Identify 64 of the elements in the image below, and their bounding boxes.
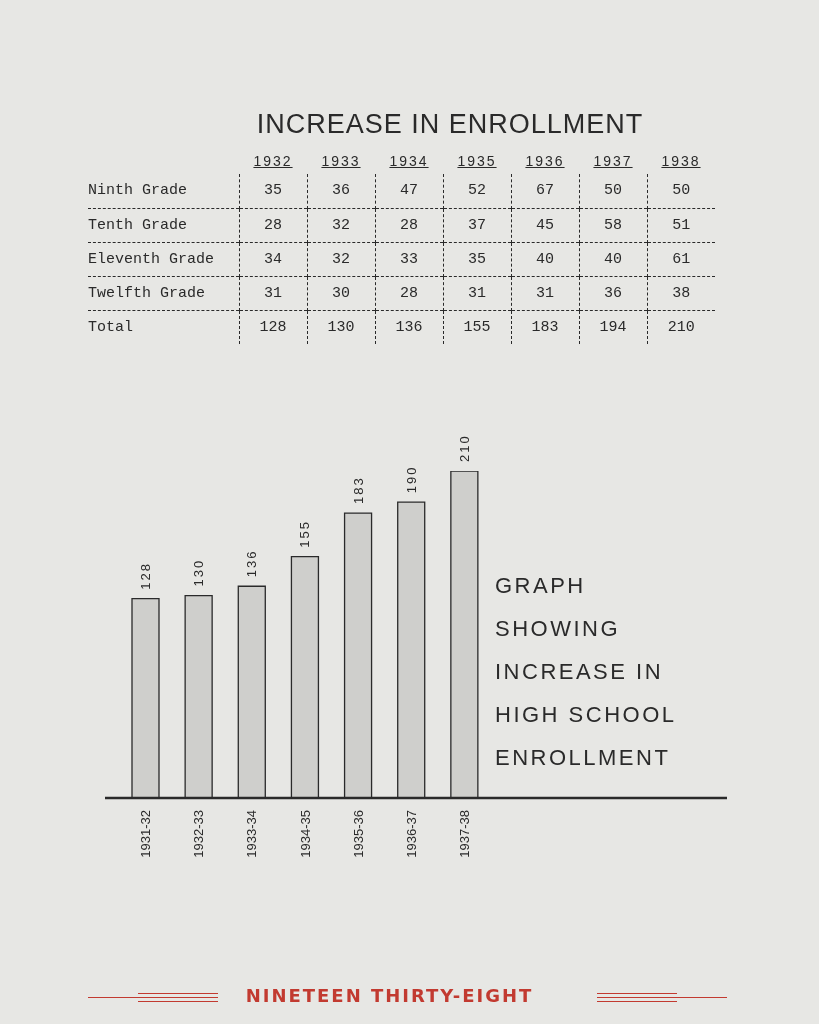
x-tick-label: 1937 <box>593 153 633 169</box>
data-label: 47 <box>375 174 443 208</box>
data-label: 210 <box>456 434 472 462</box>
data-label: 130 <box>307 310 375 344</box>
data-label: 31 <box>443 276 511 310</box>
data-label: 28 <box>375 276 443 310</box>
data-label: 50 <box>647 174 715 208</box>
data-label: 37 <box>443 208 511 242</box>
data-label: 190 <box>403 465 419 494</box>
x-tick-label: 1933-34 <box>244 810 260 858</box>
data-label: 183 <box>350 476 366 505</box>
data-label: 32 <box>307 208 375 242</box>
data-label: 34 <box>239 242 307 276</box>
y-tick-label: Tenth Grade <box>88 216 188 234</box>
data-label: 128 <box>138 561 153 590</box>
data-label: 32 <box>307 242 375 276</box>
data-label: 194 <box>579 310 647 344</box>
text: GRAPH SHOWING INCREASE IN HIGH SCHOOL ENROLLMENT <box>495 573 676 770</box>
data-label: 45 <box>511 208 579 242</box>
data-label: 130 <box>191 558 207 587</box>
x-tick-label: 1936-37 <box>403 810 419 858</box>
data-label: 28 <box>375 208 443 242</box>
data-label: 31 <box>511 276 579 310</box>
y-tick-label: Ninth Grade <box>88 182 188 200</box>
x-tick-label: 1937-38 <box>456 810 472 858</box>
data-label: 40 <box>579 242 647 276</box>
data-label: 36 <box>579 276 647 310</box>
data-label: 31 <box>239 276 307 310</box>
x-tick-label: 1935 <box>457 153 497 169</box>
x-tick-label: 1933 <box>321 153 361 169</box>
data-label: 136 <box>244 549 260 578</box>
x-tick-label: 1938 <box>661 153 701 169</box>
x-tick-label: 1934 <box>389 153 429 169</box>
text: NINETEEN THIRTY-EIGHT <box>245 985 534 1006</box>
data-label: 35 <box>239 174 307 208</box>
data-label: 61 <box>647 242 715 276</box>
data-label: 51 <box>647 208 715 242</box>
data-label: 155 <box>297 519 313 548</box>
data-label: 210 <box>647 310 715 344</box>
data-label: 128 <box>239 310 307 344</box>
data-label: 58 <box>579 208 647 242</box>
data-label: 35 <box>443 242 511 276</box>
y-tick-label: Total <box>88 318 134 336</box>
x-tick-label: 1934-35 <box>297 810 313 858</box>
data-label: 40 <box>511 242 579 276</box>
data-label: 38 <box>647 276 715 310</box>
data-label: 183 <box>511 310 579 344</box>
y-tick-label: Twelfth Grade <box>88 284 206 302</box>
data-label: 155 <box>443 310 511 344</box>
data-label: 67 <box>511 174 579 208</box>
data-label: 50 <box>579 174 647 208</box>
data-label: 36 <box>307 174 375 208</box>
data-label: 30 <box>307 276 375 310</box>
x-tick-label: 1936 <box>525 153 565 169</box>
x-tick-label: 1935-36 <box>350 810 366 858</box>
data-label: 136 <box>375 310 443 344</box>
data-label: 33 <box>375 242 443 276</box>
data-label: 28 <box>239 208 307 242</box>
x-tick-label: 1932-33 <box>191 810 207 858</box>
x-tick-label: 1932 <box>253 153 293 169</box>
data-label: 52 <box>443 174 511 208</box>
x-tick-label: 1931-32 <box>138 810 154 858</box>
chart-title: INCREASE IN ENROLLMENT <box>256 109 644 139</box>
y-tick-label: Eleventh Grade <box>88 250 215 268</box>
